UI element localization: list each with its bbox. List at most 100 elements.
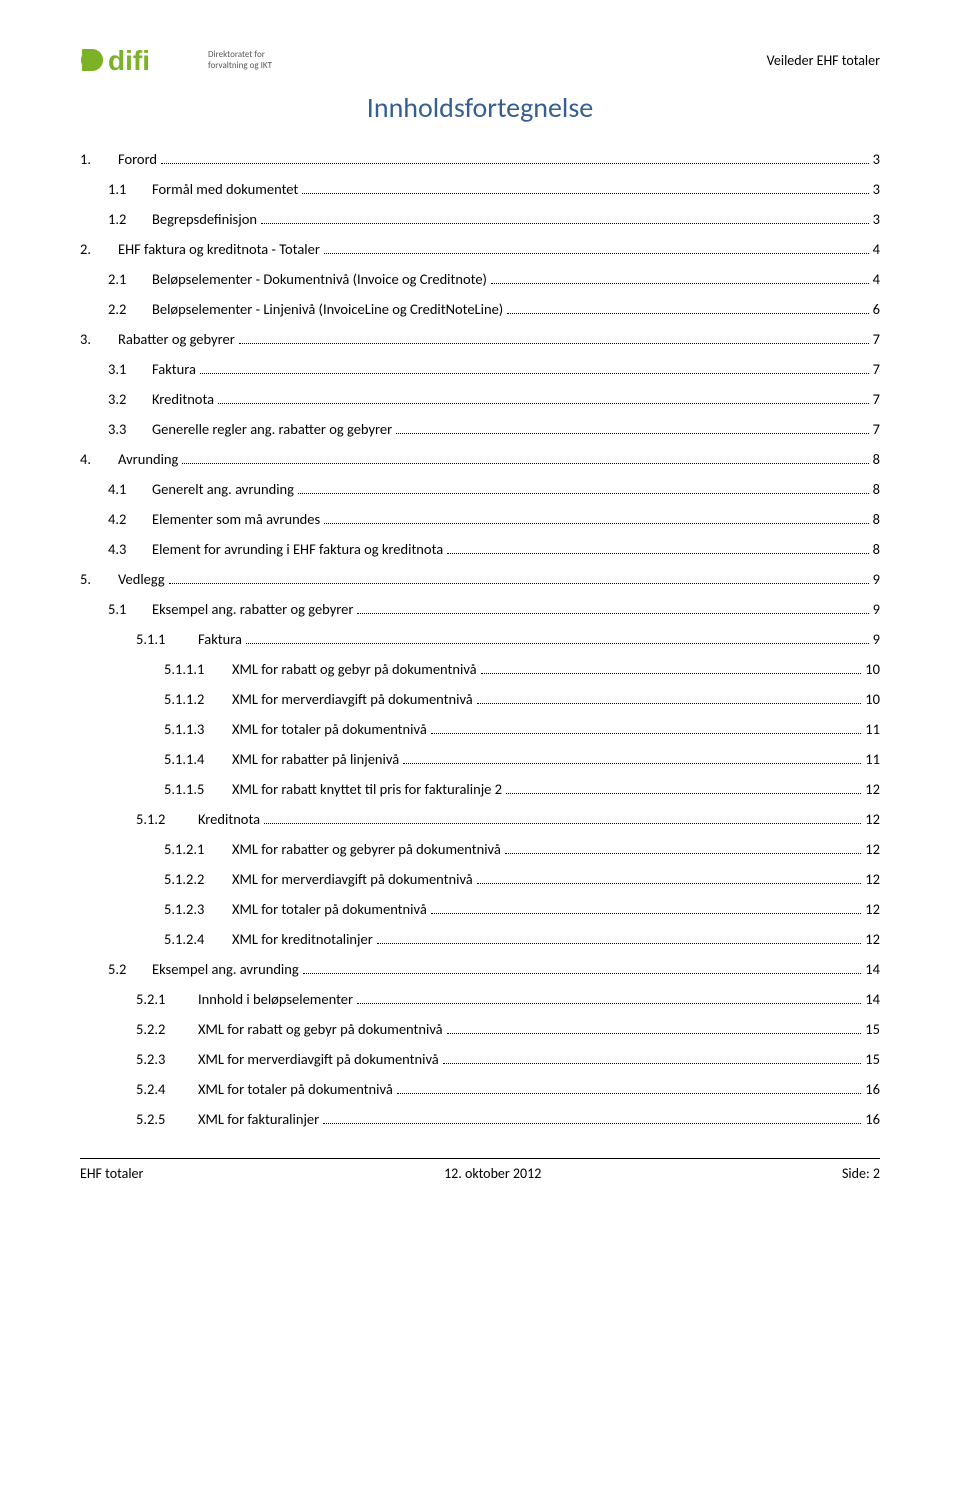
toc-page-number: 16 — [865, 1110, 880, 1128]
toc-leader-dots — [303, 973, 862, 974]
toc-label: XML for merverdiavgift på dokumentnivå — [232, 870, 473, 888]
svg-text:difi: difi — [108, 45, 150, 76]
toc-entry[interactable]: 5.Vedlegg 9 — [80, 570, 880, 588]
toc-page-number: 14 — [865, 960, 880, 978]
toc-number: 2. — [80, 240, 118, 258]
toc-entry[interactable]: 5.1.1.3XML for totaler på dokumentnivå 1… — [80, 720, 880, 738]
toc-number: 4.2 — [108, 510, 152, 528]
toc-page-number: 9 — [873, 600, 880, 618]
toc-entry[interactable]: 4.1Generelt ang. avrunding 8 — [80, 480, 880, 498]
toc-label: XML for rabatt og gebyr på dokumentnivå — [232, 660, 477, 678]
toc-page-number: 10 — [865, 690, 880, 708]
toc-label: Formål med dokumentet — [152, 180, 298, 198]
toc-number: 5.1 — [108, 600, 152, 618]
toc-page-number: 7 — [873, 390, 880, 408]
toc-leader-dots — [507, 313, 868, 314]
toc-number: 3.3 — [108, 420, 152, 438]
toc-number: 3.1 — [108, 360, 152, 378]
toc-entry[interactable]: 3.1Faktura 7 — [80, 360, 880, 378]
toc-entry[interactable]: 5.1.2.1XML for rabatter og gebyrer på do… — [80, 840, 880, 858]
toc-leader-dots — [357, 613, 868, 614]
toc-entry[interactable]: 4.3Element for avrunding i EHF faktura o… — [80, 540, 880, 558]
toc-number: 5.1.1.3 — [164, 720, 232, 738]
toc-entry[interactable]: 3.2Kreditnota 7 — [80, 390, 880, 408]
toc-page-number: 6 — [873, 300, 880, 318]
toc-entry[interactable]: 5.1Eksempel ang. rabatter og gebyrer 9 — [80, 600, 880, 618]
toc-entry[interactable]: 5.1.1.2XML for merverdiavgift på dokumen… — [80, 690, 880, 708]
toc-number: 5.2 — [108, 960, 152, 978]
logo-subtitle-2: forvaltning og IKT — [208, 60, 272, 71]
toc-number: 5. — [80, 570, 118, 588]
toc-page-number: 3 — [873, 180, 880, 198]
toc-label: XML for totaler på dokumentnivå — [232, 900, 427, 918]
toc-entry[interactable]: 5.2.4XML for totaler på dokumentnivå 16 — [80, 1080, 880, 1098]
toc-entry[interactable]: 5.1.2.4XML for kreditnotalinjer 12 — [80, 930, 880, 948]
toc-entry[interactable]: 1.2Begrepsdefinisjon 3 — [80, 210, 880, 228]
toc-label: Begrepsdefinisjon — [152, 210, 257, 228]
toc-leader-dots — [431, 733, 862, 734]
toc-leader-dots — [323, 1123, 861, 1124]
toc-entry[interactable]: 4.Avrunding 8 — [80, 450, 880, 468]
toc-page-number: 12 — [865, 870, 880, 888]
toc-leader-dots — [477, 883, 862, 884]
toc-page-number: 8 — [873, 510, 880, 528]
toc-page-number: 11 — [865, 720, 880, 738]
toc-leader-dots — [261, 223, 869, 224]
toc-page-number: 12 — [865, 780, 880, 798]
toc-label: Generelle regler ang. rabatter og gebyre… — [152, 420, 392, 438]
toc-label: Forord — [118, 150, 157, 168]
toc-page-number: 7 — [873, 330, 880, 348]
toc-entry[interactable]: 1.Forord 3 — [80, 150, 880, 168]
toc-label: XML for merverdiavgift på dokumentnivå — [198, 1050, 439, 1068]
toc-leader-dots — [169, 583, 869, 584]
toc-entry[interactable]: 1.1Formål med dokumentet 3 — [80, 180, 880, 198]
toc-entry[interactable]: 2.1Beløpselementer - Dokumentnivå (Invoi… — [80, 270, 880, 288]
toc-page-number: 4 — [873, 270, 880, 288]
toc-leader-dots — [357, 1003, 861, 1004]
toc-leader-dots — [447, 553, 868, 554]
toc-entry[interactable]: 5.2.2XML for rabatt og gebyr på dokument… — [80, 1020, 880, 1038]
toc-entry[interactable]: 5.1.2.3XML for totaler på dokumentnivå 1… — [80, 900, 880, 918]
toc-entry[interactable]: 5.1.2Kreditnota 12 — [80, 810, 880, 828]
toc-label: Rabatter og gebyrer — [118, 330, 235, 348]
toc-label: XML for kreditnotalinjer — [232, 930, 373, 948]
toc-entry[interactable]: 2.2Beløpselementer - Linjenivå (InvoiceL… — [80, 300, 880, 318]
toc-leader-dots — [377, 943, 862, 944]
toc-entry[interactable]: 5.1.1.1XML for rabatt og gebyr på dokume… — [80, 660, 880, 678]
toc-leader-dots — [491, 283, 869, 284]
toc-leader-dots — [481, 673, 862, 674]
toc-label: XML for rabatt knyttet til pris for fakt… — [232, 780, 502, 798]
toc-label: XML for rabatt og gebyr på dokumentnivå — [198, 1020, 443, 1038]
toc-number: 5.2.2 — [136, 1020, 198, 1038]
toc-leader-dots — [302, 193, 868, 194]
toc-number: 2.1 — [108, 270, 152, 288]
logo-subtitle-1: Direktoratet for — [208, 49, 272, 60]
toc-leader-dots — [477, 703, 862, 704]
toc-leader-dots — [324, 523, 868, 524]
toc-entry[interactable]: 5.1.1Faktura 9 — [80, 630, 880, 648]
toc-leader-dots — [431, 913, 862, 914]
toc-number: 1. — [80, 150, 118, 168]
page-title: Innholdsfortegnelse — [80, 90, 880, 125]
page-header: difi Direktoratet for forvaltning og IKT… — [80, 40, 880, 80]
toc-page-number: 16 — [865, 1080, 880, 1098]
toc-number: 4.3 — [108, 540, 152, 558]
toc-entry[interactable]: 5.2.1Innhold i beløpselementer 14 — [80, 990, 880, 1008]
toc-entry[interactable]: 2.EHF faktura og kreditnota - Totaler 4 — [80, 240, 880, 258]
toc-number: 5.1.2.1 — [164, 840, 232, 858]
toc-label: Beløpselementer - Linjenivå (InvoiceLine… — [152, 300, 503, 318]
toc-entry[interactable]: 5.1.1.5XML for rabatt knyttet til pris f… — [80, 780, 880, 798]
toc-entry[interactable]: 5.2.3XML for merverdiavgift på dokumentn… — [80, 1050, 880, 1068]
toc-entry[interactable]: 3.Rabatter og gebyrer 7 — [80, 330, 880, 348]
toc-entry[interactable]: 5.1.2.2XML for merverdiavgift på dokumen… — [80, 870, 880, 888]
toc-leader-dots — [397, 1093, 862, 1094]
toc-entry[interactable]: 5.1.1.4XML for rabatter på linjenivå 11 — [80, 750, 880, 768]
toc-entry[interactable]: 5.2.5XML for fakturalinjer 16 — [80, 1110, 880, 1128]
toc-entry[interactable]: 3.3Generelle regler ang. rabatter og geb… — [80, 420, 880, 438]
toc-page-number: 4 — [873, 240, 880, 258]
toc-leader-dots — [396, 433, 868, 434]
toc-page-number: 15 — [865, 1050, 880, 1068]
toc-page-number: 12 — [865, 840, 880, 858]
toc-entry[interactable]: 4.2Elementer som må avrundes 8 — [80, 510, 880, 528]
toc-entry[interactable]: 5.2Eksempel ang. avrunding 14 — [80, 960, 880, 978]
